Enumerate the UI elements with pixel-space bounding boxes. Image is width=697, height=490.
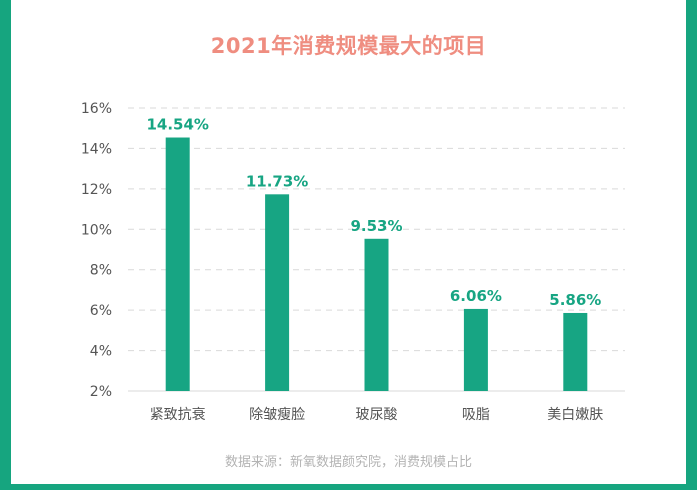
y-tick-label: 16% bbox=[81, 101, 112, 117]
bar bbox=[563, 312, 588, 391]
x-tick-label: 紧致抗衰 bbox=[150, 406, 206, 423]
data-label: 6.06% bbox=[450, 287, 502, 305]
x-tick-label: 除皱瘦脸 bbox=[249, 406, 305, 423]
x-tick-label: 美白嫩肤 bbox=[547, 407, 603, 423]
y-tick-label: 8% bbox=[90, 263, 112, 279]
y-tick-label: 2% bbox=[90, 384, 112, 400]
data-label: 14.54% bbox=[146, 116, 208, 134]
y-tick-label: 10% bbox=[81, 222, 112, 238]
source-note: 数据来源：新氧数据颜究院，消费规模占比 bbox=[224, 455, 472, 470]
data-label: 9.53% bbox=[350, 217, 402, 235]
y-tick-label: 4% bbox=[90, 344, 112, 360]
x-tick-label: 玻尿酸 bbox=[356, 407, 398, 423]
data-label: 5.86% bbox=[549, 291, 601, 309]
y-tick-label: 6% bbox=[90, 303, 112, 319]
data-label: 11.73% bbox=[246, 172, 308, 190]
chart-title: 2021年消费规模最大的项目 bbox=[210, 34, 487, 58]
bottom-border-bar bbox=[0, 484, 697, 490]
bar bbox=[165, 137, 190, 391]
y-tick-label: 14% bbox=[81, 141, 112, 157]
bar bbox=[364, 238, 389, 391]
bar bbox=[265, 194, 290, 391]
right-border-bar bbox=[686, 0, 697, 490]
y-tick-label: 12% bbox=[81, 182, 112, 198]
bar bbox=[463, 308, 488, 391]
left-border-bar bbox=[0, 0, 11, 490]
x-tick-label: 吸脂 bbox=[462, 407, 490, 423]
